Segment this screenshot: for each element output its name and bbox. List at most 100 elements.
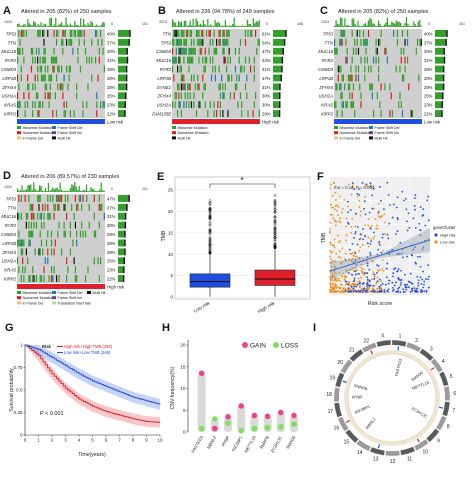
mutation-cell	[371, 92, 373, 100]
mutation-cell	[258, 38, 260, 46]
mutation-cell	[38, 203, 40, 211]
mutation-cell	[234, 65, 237, 73]
gene-frequency-bar-multi	[442, 65, 445, 73]
scatter-point	[358, 199, 361, 202]
legend-swatch	[334, 136, 338, 140]
mutation-cell	[400, 47, 402, 55]
outlier-point	[273, 194, 277, 197]
mutation-cell	[64, 230, 66, 238]
chromosome-label: 20	[337, 360, 343, 366]
mutation-cell	[43, 212, 45, 220]
mutation-cell	[234, 47, 237, 55]
panel-title: Altered in 206 (89.57%) of 230 samples	[21, 174, 119, 180]
scatter-point	[424, 224, 427, 227]
mutation-cell	[101, 38, 103, 46]
mutation-cell	[103, 65, 105, 73]
tmb-bar	[243, 25, 246, 27]
scatter-point	[344, 280, 347, 283]
mutation-cell	[17, 56, 19, 64]
scatter-point	[365, 288, 368, 291]
mutation-cell	[77, 203, 79, 211]
mutation-cell	[93, 257, 95, 265]
legend-label: Missense Mutation	[23, 126, 53, 130]
scatter-point	[329, 270, 332, 273]
gene-frequency-bar-multi	[124, 239, 126, 247]
mutation-cell	[22, 30, 24, 37]
mutation-cell	[55, 110, 58, 117]
scatter-point	[352, 282, 355, 285]
mutation-cell	[18, 266, 20, 274]
scatter-point	[346, 221, 349, 224]
legend-swatch	[172, 126, 176, 129]
tmb-bar	[81, 190, 83, 192]
mutation-cell	[172, 65, 174, 73]
legend-swatch	[17, 291, 21, 294]
legend-label: Multi Hit	[93, 291, 106, 295]
mutation-cell	[87, 266, 89, 274]
box	[254, 269, 296, 286]
mutation-cell	[347, 83, 350, 91]
mutation-cell	[49, 92, 51, 100]
mutation-cell	[27, 83, 29, 91]
tmb-bar	[229, 25, 231, 27]
scatter-point	[380, 287, 383, 290]
tmb-bar	[195, 18, 197, 27]
scatter-point	[351, 257, 354, 260]
mutation-cell	[219, 110, 221, 117]
gene-label: RYR2	[5, 58, 17, 63]
mutation-cell	[97, 257, 99, 265]
mutation-cell	[224, 38, 226, 46]
mutation-cell	[91, 74, 93, 82]
mutation-cell	[344, 30, 346, 37]
mutation-cell	[174, 56, 176, 64]
scatter-point	[383, 208, 385, 211]
cnv-bars: FASTKD3 MBNL2 RYBP IGF2BP1 METTL16 SNRPB ZC3H1…	[190, 370, 298, 454]
panel-letter: E	[157, 171, 164, 183]
scatter-point	[341, 291, 344, 293]
mutation-cell	[47, 230, 49, 238]
gene-frequency-bar	[118, 30, 130, 37]
tmb-bar	[235, 25, 237, 27]
scatter-point	[375, 227, 378, 230]
mutation-cell	[39, 230, 41, 238]
mutation-cell	[246, 92, 248, 100]
chromosome-label: 19	[330, 375, 336, 381]
mutation-cell	[55, 74, 58, 82]
mutation-cell	[236, 83, 238, 91]
outlier-point	[208, 250, 212, 254]
tmb-bar	[350, 25, 352, 27]
mutation-cell	[227, 38, 229, 46]
scatter-point	[422, 246, 425, 249]
outlier-point	[208, 243, 212, 247]
mutation-cell	[252, 110, 254, 117]
scatter-point	[366, 264, 369, 267]
mutation-cell	[244, 83, 247, 91]
gene-percent: 22%	[107, 277, 116, 282]
legend-swatch	[52, 296, 56, 300]
scatter-point	[354, 255, 357, 258]
tmb-histogram	[17, 17, 105, 27]
scatter-point	[343, 287, 346, 290]
scatter-point	[350, 193, 353, 196]
mutation-cell	[350, 65, 352, 73]
scatter-point	[338, 271, 341, 274]
mutation-cell	[77, 30, 79, 37]
gain-point	[212, 425, 218, 432]
scatter-point	[403, 273, 406, 276]
cnv-marker	[345, 419, 350, 423]
x-category-label: High risk	[257, 300, 277, 315]
mutation-cell	[39, 56, 41, 64]
mutation-cell	[218, 65, 220, 73]
tmb-bar	[37, 24, 39, 27]
mutation-cell	[216, 38, 218, 46]
scatter-point	[333, 289, 336, 292]
tmb-bar	[65, 190, 67, 192]
tmb-bar	[99, 25, 101, 27]
legend-label: Nonsense Mutation	[178, 131, 209, 135]
mutation-cell	[418, 74, 420, 82]
scatter-point	[330, 252, 333, 254]
mutation-cell	[208, 30, 210, 37]
scatter-point	[337, 277, 340, 280]
mutation-cell	[180, 47, 182, 55]
scatter-point	[416, 275, 419, 278]
